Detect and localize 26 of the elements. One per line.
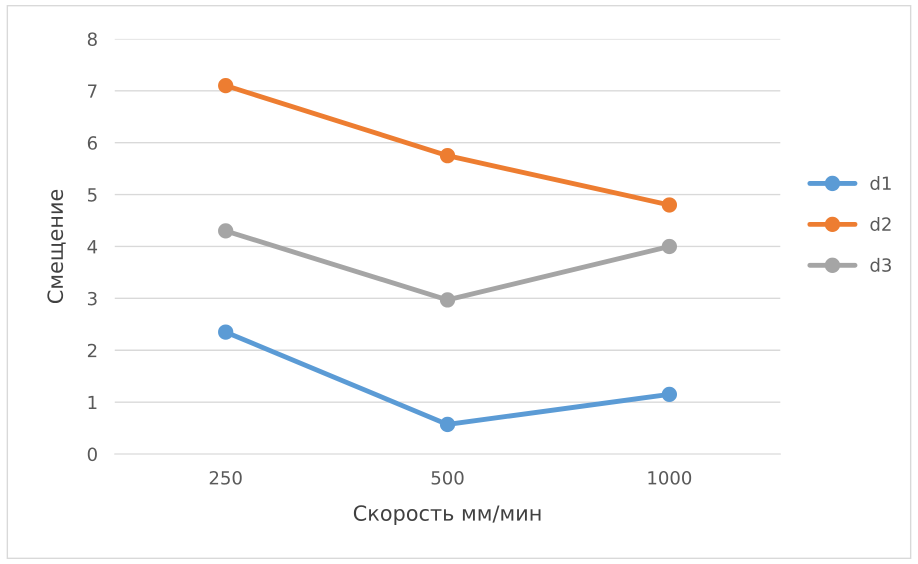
y-tick-label: 6 [88, 136, 97, 150]
x-tick-label: 1000 [648, 471, 692, 485]
x-tick-label: 250 [210, 471, 242, 485]
legend-label: d2 [870, 216, 891, 231]
y-axis-title: Смещение [47, 190, 66, 304]
y-tick-label: 0 [88, 447, 97, 462]
y-tick-label: 1 [88, 396, 96, 409]
y-tick-label: 3 [88, 292, 97, 306]
point [662, 238, 678, 254]
legend-label: d3 [870, 258, 891, 272]
y-tick-label: 2 [88, 344, 96, 358]
y-tick-label: 8 [88, 32, 97, 46]
y-tick-label: 5 [88, 188, 97, 202]
point [440, 416, 456, 432]
point [662, 386, 678, 402]
y-tick-label: 7 [88, 84, 97, 98]
point [218, 78, 234, 94]
y-tick-label: 4 [87, 240, 98, 254]
point [440, 292, 456, 308]
legend-label: d1 [870, 176, 891, 190]
x-axis-title: Скорость мм/мин [354, 505, 540, 525]
point [218, 223, 234, 239]
x-tick-label: 500 [432, 471, 464, 485]
point [662, 197, 678, 213]
point [440, 148, 456, 164]
point [218, 324, 234, 340]
